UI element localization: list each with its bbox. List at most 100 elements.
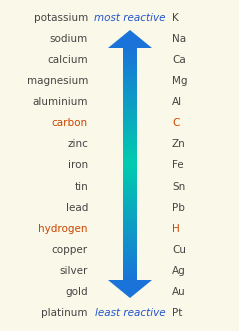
Bar [123, 93, 137, 94]
Text: Na: Na [172, 34, 186, 44]
Bar [123, 189, 137, 190]
Bar [123, 75, 137, 76]
Bar [123, 229, 137, 230]
Bar [123, 88, 137, 89]
Text: Pt: Pt [172, 308, 182, 318]
Bar [123, 67, 137, 68]
Bar [123, 57, 137, 58]
Bar [123, 102, 137, 103]
Bar [123, 55, 137, 56]
Bar [123, 181, 137, 182]
Bar [123, 148, 137, 149]
Bar [123, 72, 137, 73]
Bar [123, 104, 137, 105]
Text: C: C [172, 118, 179, 128]
Bar [123, 167, 137, 168]
Bar [123, 134, 137, 135]
Bar [123, 215, 137, 216]
Text: Zn: Zn [172, 139, 186, 149]
Bar [123, 70, 137, 71]
Text: H: H [172, 224, 180, 234]
Bar [123, 244, 137, 245]
Bar [123, 51, 137, 52]
Bar [123, 166, 137, 167]
Bar [123, 61, 137, 62]
Bar [123, 123, 137, 124]
Bar [123, 243, 137, 244]
Bar [123, 203, 137, 204]
Bar [123, 52, 137, 53]
Bar [123, 162, 137, 163]
Bar [123, 95, 137, 96]
Bar [123, 252, 137, 253]
Bar [123, 62, 137, 63]
Bar [123, 138, 137, 139]
Bar [123, 247, 137, 248]
Bar [123, 140, 137, 141]
Bar [123, 182, 137, 183]
Bar [123, 175, 137, 176]
Bar [123, 68, 137, 69]
Text: iron: iron [68, 161, 88, 170]
Bar [123, 223, 137, 224]
Bar [123, 248, 137, 249]
Bar [123, 266, 137, 267]
Bar [123, 83, 137, 84]
Bar [123, 124, 137, 125]
Bar [123, 278, 137, 279]
Bar [123, 85, 137, 86]
Bar [123, 254, 137, 255]
Bar [123, 210, 137, 211]
Bar [123, 204, 137, 205]
Bar [123, 233, 137, 234]
Bar [123, 170, 137, 171]
Text: gold: gold [65, 287, 88, 297]
Bar [123, 226, 137, 227]
Bar [123, 74, 137, 75]
Text: most reactive: most reactive [94, 13, 166, 23]
Bar [123, 81, 137, 82]
Bar [123, 185, 137, 186]
Bar [123, 265, 137, 266]
Bar [123, 260, 137, 261]
Bar [123, 174, 137, 175]
Bar [123, 162, 137, 163]
Bar [123, 121, 137, 122]
Bar [123, 258, 137, 259]
Bar [123, 103, 137, 104]
Bar [123, 240, 137, 241]
Bar [123, 182, 137, 183]
Bar [123, 114, 137, 115]
Bar [123, 191, 137, 192]
Bar [123, 125, 137, 126]
Bar [123, 203, 137, 204]
Bar [123, 87, 137, 88]
Text: Pb: Pb [172, 203, 185, 213]
Bar [123, 246, 137, 247]
Bar [123, 270, 137, 271]
Bar [123, 70, 137, 71]
Bar [123, 240, 137, 241]
Bar [123, 111, 137, 112]
Bar [123, 217, 137, 218]
Bar [123, 104, 137, 105]
Bar [123, 117, 137, 118]
Bar [123, 208, 137, 209]
Bar [123, 193, 137, 194]
Bar [123, 163, 137, 164]
Bar [123, 239, 137, 240]
Bar [123, 156, 137, 157]
Text: least reactive: least reactive [95, 308, 165, 318]
Bar [123, 216, 137, 217]
Bar [123, 128, 137, 129]
Bar [123, 155, 137, 156]
Bar [123, 120, 137, 121]
Bar [123, 227, 137, 228]
Bar [123, 264, 137, 265]
Text: copper: copper [52, 245, 88, 255]
Bar [123, 186, 137, 187]
Bar [123, 119, 137, 120]
Text: potassium: potassium [34, 13, 88, 23]
Bar [123, 226, 137, 227]
Bar [123, 271, 137, 272]
